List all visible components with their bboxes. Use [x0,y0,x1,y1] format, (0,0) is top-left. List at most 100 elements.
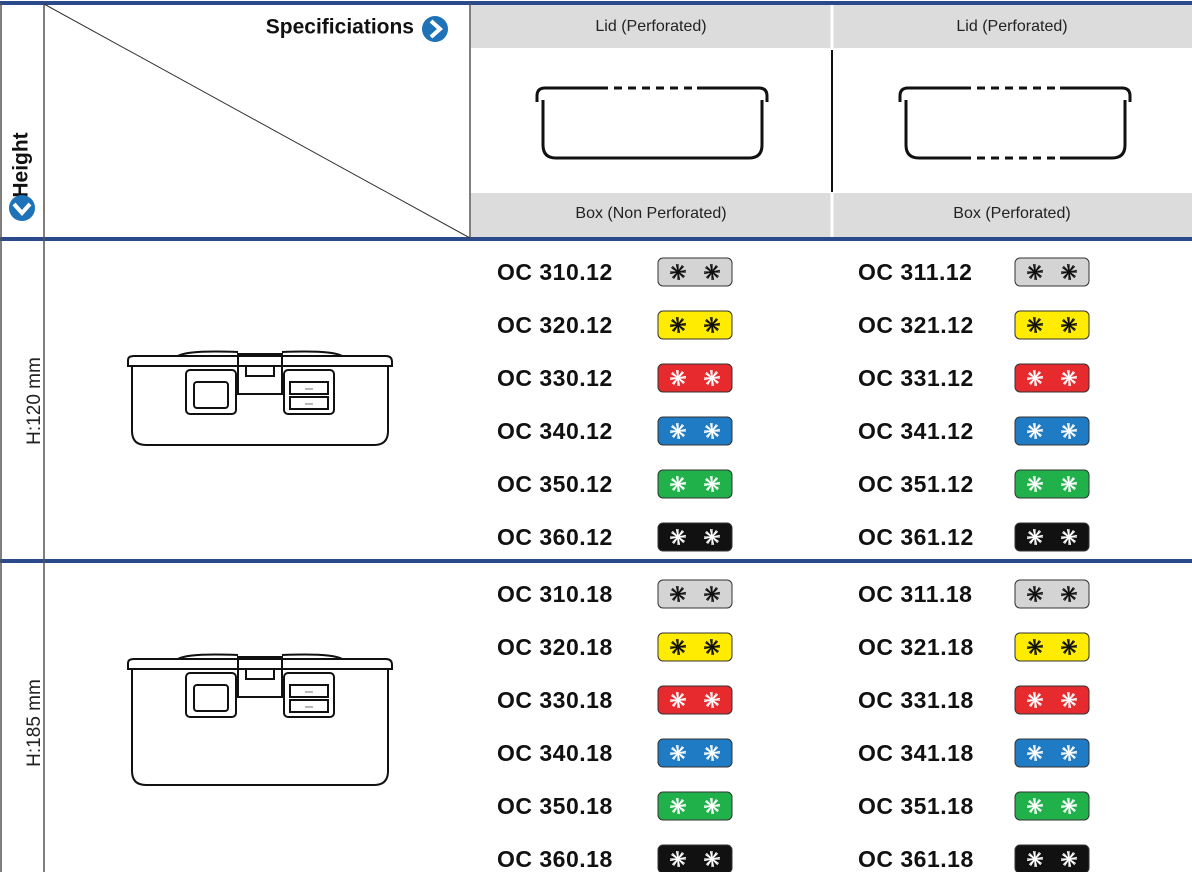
product-code: OC 361.12 [858,524,974,550]
badge [1014,632,1090,662]
handle [177,350,343,357]
star-core [1032,534,1038,540]
star-ray [1061,856,1077,862]
star-ray [704,269,720,275]
star-ray [704,322,720,328]
star-core [1032,803,1038,809]
badge [1014,844,1090,872]
star-ray [1061,481,1077,487]
lid-label: Lid (Perforated) [956,18,1067,35]
star-core [709,269,715,275]
badge [1014,522,1090,552]
product-code: OC 311.18 [858,581,972,607]
diagonal [43,3,471,239]
star-core [675,750,681,756]
star-ray [1027,428,1043,434]
slot-text: xxxx [305,386,313,391]
product-code: OC 310.18 [497,581,613,607]
color-badge [657,416,733,446]
badge [1014,469,1090,499]
label-slot [289,699,329,713]
badge [657,310,733,340]
product-illustration: xxxx xxxx [127,653,393,786]
star-ray [1027,697,1043,703]
product-code: OC 340.18 [497,740,613,766]
badge [1014,579,1090,609]
star-core [1066,269,1072,275]
product-code: OC 350.18 [497,793,613,819]
badge [657,632,733,662]
handle [177,653,343,660]
badge [657,257,733,287]
star-core [1066,428,1072,434]
product-code: OC 311.12 [858,259,972,285]
star-core [1032,856,1038,862]
color-badge [1014,791,1090,821]
star-core [675,697,681,703]
color-badge [657,363,733,393]
product-illustration: xxxx xxxx [127,350,393,446]
arrow-icon [422,16,448,42]
star-core [709,697,715,703]
specifications-label: Specificiations [266,16,414,39]
color-badge [1014,844,1090,872]
badge [657,738,733,768]
star-core [675,591,681,597]
star-ray [1027,591,1043,597]
badge [1014,257,1090,287]
clip-window [193,381,229,409]
star-core [1066,322,1072,328]
star-ray [1027,269,1043,275]
section: H:120 mm xxxx xxxx OC 310.12 OC 311.12 OC 320… [24,257,1090,552]
color-badge [657,738,733,768]
star-ray [670,697,686,703]
star-core [675,856,681,862]
star-core [1066,750,1072,756]
star-core [709,428,715,434]
star-core [709,591,715,597]
star-core [1066,375,1072,381]
star-ray [1027,375,1043,381]
star-core [1032,697,1038,703]
star-ray [1061,269,1077,275]
slot-text: xxxx [305,704,313,709]
star-ray [1027,803,1043,809]
clip [185,369,237,415]
badge [1014,738,1090,768]
product-code: OC 350.12 [497,471,613,497]
star-core [1032,644,1038,650]
star-core [709,322,715,328]
badge [657,844,733,872]
badge [657,469,733,499]
star-core [709,856,715,862]
clip [283,672,335,718]
box-label: Box (Non Perforated) [575,205,726,222]
star-core [709,481,715,487]
product-code: OC 341.18 [858,740,974,766]
star-ray [670,750,686,756]
star-core [1032,428,1038,434]
star-ray [1027,750,1043,756]
section-label: H:185 mm [24,679,45,767]
star-core [675,428,681,434]
badge [1014,685,1090,715]
product-code: OC 331.12 [858,365,974,391]
color-badge [1014,310,1090,340]
badge [657,522,733,552]
star-ray [1027,856,1043,862]
color-badge [657,632,733,662]
badge [657,579,733,609]
star-ray [670,322,686,328]
product-code: OC 321.12 [858,312,974,338]
badge [1014,363,1090,393]
star-ray [1061,322,1077,328]
color-badge [657,685,733,715]
badge [1014,791,1090,821]
star-ray [670,534,686,540]
badge [657,791,733,821]
star-ray [670,803,686,809]
star-core [1066,644,1072,650]
badge [657,363,733,393]
color-badge [657,522,733,552]
